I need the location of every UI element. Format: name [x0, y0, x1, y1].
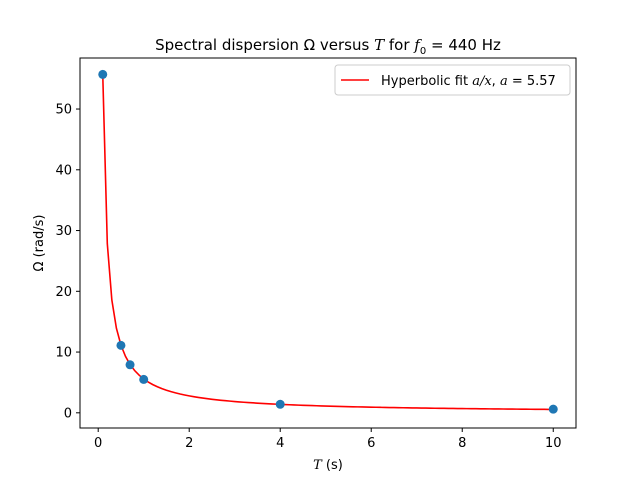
y-axis-label: Ω (rad/s) — [32, 215, 47, 272]
x-tick-label: 2 — [185, 436, 193, 451]
y-tick-label: 20 — [55, 285, 72, 300]
data-point — [125, 360, 135, 370]
x-tick-label: 4 — [276, 436, 284, 451]
y-tick-label: 30 — [55, 224, 72, 239]
data-point — [139, 374, 149, 384]
plot-area — [98, 69, 558, 414]
data-point — [548, 404, 558, 414]
x-axis-label: T (s) — [313, 458, 343, 473]
y-tick-label: 0 — [64, 406, 72, 421]
data-point — [275, 399, 285, 409]
x-tick-label: 0 — [94, 436, 102, 451]
chart-title: Spectral dispersion Ω versus T for f0 = … — [155, 36, 501, 57]
y-axis-ticks: 0 10 20 30 40 50 — [55, 103, 80, 421]
y-tick-label: 10 — [55, 346, 72, 361]
data-point — [116, 340, 126, 350]
x-tick-label: 8 — [458, 436, 466, 451]
y-tick-label: 50 — [55, 103, 72, 118]
legend-box — [334, 64, 571, 96]
legend-label-fit: Hyperbolic fit a/x, a = 5.57 — [381, 74, 556, 89]
axes-frame — [79, 57, 577, 429]
x-tick-label: 6 — [367, 436, 375, 451]
data-point — [98, 69, 108, 79]
y-tick-label: 40 — [55, 163, 72, 178]
fit-curve-line — [101, 74, 554, 411]
legend: Hyperbolic fit a/x, a = 5.57 — [334, 64, 571, 96]
x-tick-label: 10 — [545, 436, 562, 451]
x-axis-ticks: 0 2 4 6 8 10 — [94, 428, 562, 451]
